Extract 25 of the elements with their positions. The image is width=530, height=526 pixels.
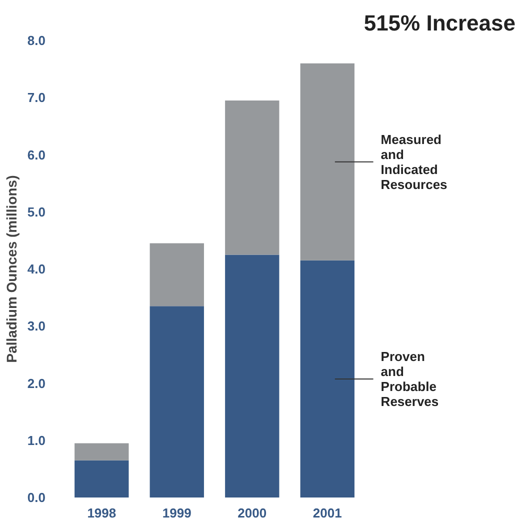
text: 515% Increase	[364, 10, 516, 36]
bar	[150, 243, 204, 306]
bar	[225, 254, 280, 498]
y-tick-label: 5.0	[27, 204, 46, 220]
y-tick-label: 3.0	[27, 318, 46, 334]
text: Measured and Indicated Resources	[380, 132, 448, 192]
x-tick-label: 2000	[238, 506, 267, 520]
bar	[150, 306, 204, 498]
y-tick-label: 7.0	[27, 90, 46, 106]
bar	[300, 260, 354, 498]
x-tick-label: 1998	[87, 506, 116, 520]
y-tick-label: 8.0	[27, 33, 46, 48]
text: Proven and Probable Reserves	[380, 348, 439, 409]
bar	[74, 460, 129, 498]
y-tick-label: 2.0	[27, 376, 46, 391]
y-tick-label: 1.0	[27, 432, 46, 448]
bar	[74, 443, 129, 460]
y-tick-label: 6.0	[27, 147, 46, 162]
x-tick-label: 2001	[312, 506, 342, 520]
bar	[225, 100, 280, 255]
bar	[300, 63, 354, 260]
x-tick-label: 1999	[162, 506, 192, 520]
y-tick-label: 0.0	[27, 490, 46, 505]
y-tick-label: 4.0	[27, 262, 46, 276]
y-axis-title: Palladium Ounces (millions)	[3, 175, 20, 363]
